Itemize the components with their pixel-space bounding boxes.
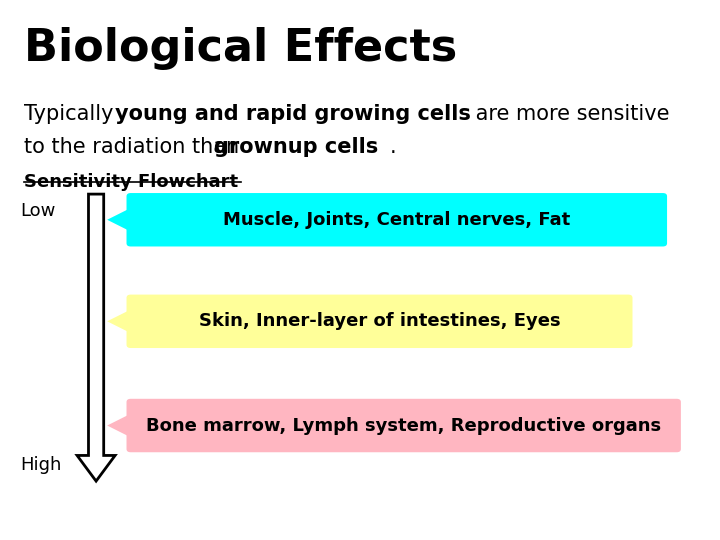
Polygon shape: [107, 414, 130, 437]
Text: .: .: [390, 138, 397, 158]
FancyBboxPatch shape: [127, 193, 667, 246]
Text: Muscle, Joints, Central nerves, Fat: Muscle, Joints, Central nerves, Fat: [223, 211, 570, 229]
Polygon shape: [107, 309, 130, 333]
Text: Skin, Inner-layer of intestines, Eyes: Skin, Inner-layer of intestines, Eyes: [199, 312, 560, 330]
Text: Low: Low: [20, 201, 55, 220]
FancyBboxPatch shape: [127, 399, 681, 452]
FancyArrow shape: [77, 194, 115, 481]
Text: grownup cells: grownup cells: [214, 138, 378, 158]
Text: to the radiation than: to the radiation than: [24, 138, 246, 158]
Text: young and rapid growing cells: young and rapid growing cells: [114, 104, 471, 124]
FancyBboxPatch shape: [127, 295, 632, 348]
Polygon shape: [107, 208, 130, 232]
Text: Typically: Typically: [24, 104, 120, 124]
Text: are more sensitive: are more sensitive: [469, 104, 670, 124]
Text: Sensitivity Flowchart: Sensitivity Flowchart: [24, 173, 238, 191]
Text: Biological Effects: Biological Effects: [24, 27, 456, 70]
Text: Bone marrow, Lymph system, Reproductive organs: Bone marrow, Lymph system, Reproductive …: [146, 416, 661, 435]
Text: High: High: [20, 456, 61, 474]
